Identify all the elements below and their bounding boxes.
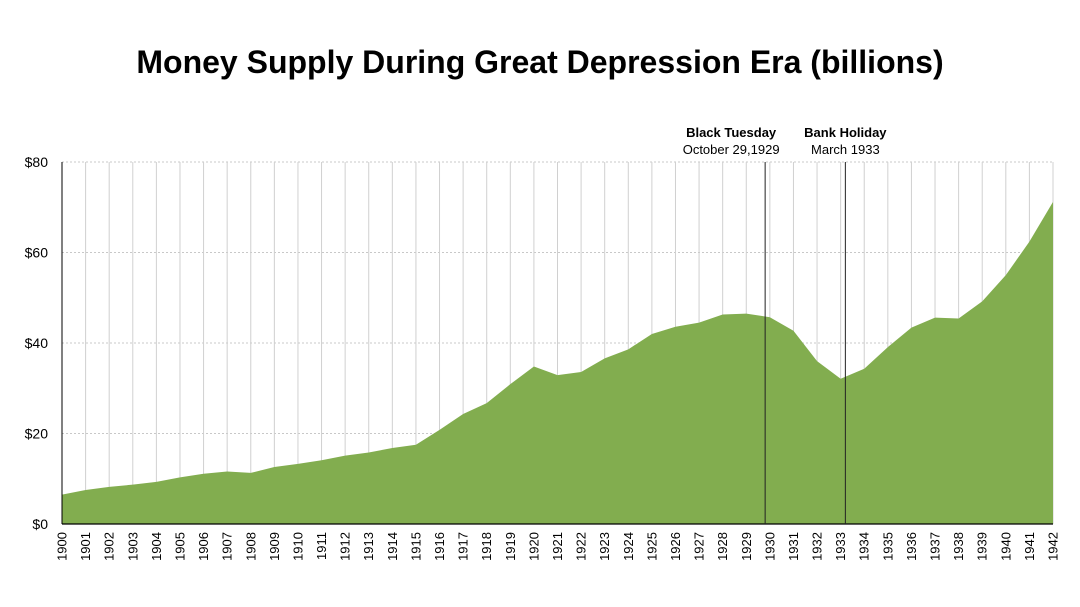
x-tick-label: 1942 — [1046, 532, 1061, 561]
y-axis-tick-labels: $0 $20 $40 $60 $80 — [25, 154, 49, 532]
money-supply-area — [62, 201, 1053, 524]
x-tick-label: 1940 — [998, 532, 1013, 561]
x-tick-label: 1931 — [786, 532, 801, 561]
annotation-subtitle: March 1933 — [811, 142, 880, 157]
x-tick-label: 1901 — [78, 532, 93, 561]
area-series-layer — [62, 201, 1053, 524]
grid-lines — [61, 161, 1054, 525]
x-tick-label: 1902 — [102, 532, 117, 561]
x-tick-label: 1925 — [644, 532, 659, 561]
x-tick-label: 1920 — [526, 532, 541, 561]
x-tick-label: 1919 — [503, 532, 518, 561]
x-tick-label: 1927 — [692, 532, 707, 561]
x-tick-label: 1907 — [220, 532, 235, 561]
annotation-1: Black Tuesday October 29,1929 — [683, 125, 780, 524]
y-tick-label: $80 — [25, 154, 49, 170]
annotation-subtitle: October 29,1929 — [683, 142, 780, 157]
x-tick-label: 1908 — [243, 532, 258, 561]
x-tick-label: 1900 — [55, 532, 70, 561]
annotation-title: Bank Holiday — [804, 125, 887, 140]
x-tick-label: 1917 — [456, 532, 471, 561]
x-tick-label: 1923 — [597, 532, 612, 561]
annotation-title: Black Tuesday — [686, 125, 777, 140]
x-tick-label: 1941 — [1022, 532, 1037, 561]
event-annotations: Black Tuesday October 29,1929 Bank Holiday… — [683, 125, 887, 524]
x-tick-label: 1905 — [172, 532, 187, 561]
x-tick-label: 1937 — [928, 532, 943, 561]
x-tick-label: 1910 — [290, 532, 305, 561]
x-tick-label: 1933 — [833, 532, 848, 561]
x-tick-label: 1916 — [432, 532, 447, 561]
x-tick-label: 1909 — [267, 532, 282, 561]
y-tick-label: $0 — [32, 516, 48, 532]
x-tick-label: 1935 — [880, 532, 895, 561]
y-tick-label: $20 — [25, 426, 49, 442]
annotation-2: Bank Holiday March 1933 — [804, 125, 887, 524]
x-tick-label: 1936 — [904, 532, 919, 561]
x-tick-label: 1918 — [479, 532, 494, 561]
x-tick-label: 1912 — [338, 532, 353, 561]
x-tick-label: 1926 — [668, 532, 683, 561]
x-tick-label: 1915 — [408, 532, 423, 561]
x-tick-label: 1906 — [196, 532, 211, 561]
axes — [61, 162, 1053, 525]
x-tick-label: 1922 — [574, 532, 589, 561]
x-tick-label: 1929 — [739, 532, 754, 561]
x-tick-label: 1938 — [951, 532, 966, 561]
x-tick-label: 1903 — [125, 532, 140, 561]
x-tick-label: 1932 — [810, 532, 825, 561]
y-tick-label: $60 — [25, 245, 49, 261]
x-tick-label: 1924 — [621, 532, 636, 561]
x-tick-label: 1921 — [550, 532, 565, 561]
x-axis-tick-labels: 1900 1901 1902 1903 1904 1905 1906 1907 1908 1909… — [55, 532, 1061, 561]
x-tick-label: 1928 — [715, 532, 730, 561]
x-tick-label: 1911 — [314, 532, 329, 560]
chart-title: Money Supply During Great Depression Era… — [136, 44, 943, 80]
x-tick-label: 1930 — [762, 532, 777, 561]
x-tick-label: 1914 — [385, 532, 400, 561]
x-tick-label: 1904 — [149, 532, 164, 561]
y-tick-label: $40 — [25, 335, 49, 351]
x-tick-label: 1939 — [975, 532, 990, 561]
x-tick-label: 1934 — [857, 532, 872, 561]
x-tick-label: 1913 — [361, 532, 376, 561]
